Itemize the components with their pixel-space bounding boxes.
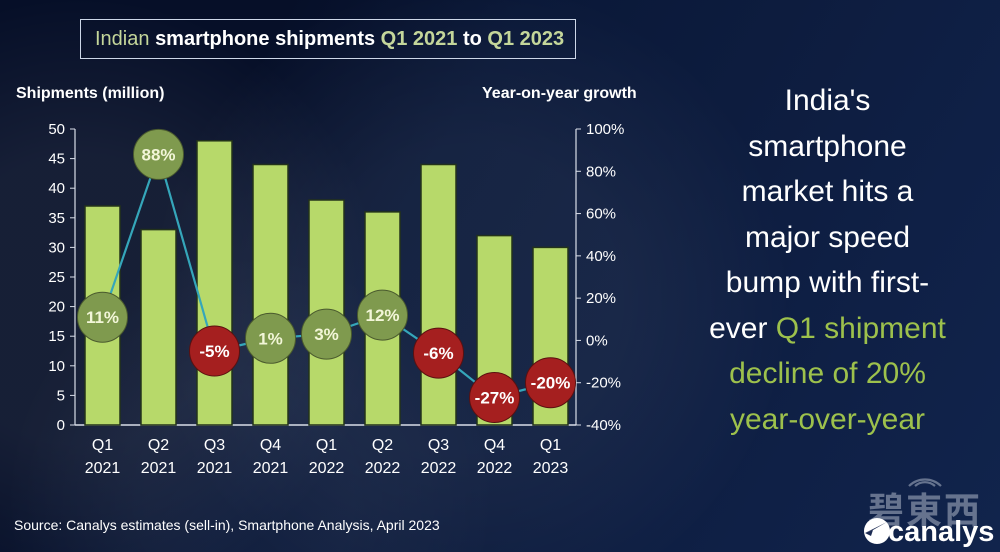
svg-text:20%: 20% (586, 290, 616, 307)
svg-text:-20%: -20% (531, 374, 571, 393)
svg-text:2021: 2021 (253, 460, 289, 477)
svg-text:Q2: Q2 (148, 437, 169, 454)
svg-text:45: 45 (48, 151, 65, 168)
svg-text:-6%: -6% (423, 344, 453, 363)
svg-text:12%: 12% (365, 306, 399, 325)
svg-text:60%: 60% (586, 206, 616, 223)
svg-text:0: 0 (57, 417, 65, 434)
svg-text:50: 50 (48, 121, 65, 138)
svg-text:-20%: -20% (586, 375, 621, 392)
svg-text:2022: 2022 (477, 460, 513, 477)
svg-text:80%: 80% (586, 163, 616, 180)
svg-text:100%: 100% (586, 121, 624, 138)
svg-text:15: 15 (48, 328, 65, 345)
svg-text:Q3: Q3 (428, 437, 449, 454)
svg-text:10: 10 (48, 358, 65, 375)
svg-text:Q3: Q3 (204, 437, 225, 454)
svg-text:-5%: -5% (199, 342, 229, 361)
svg-text:11%: 11% (86, 308, 119, 327)
svg-text:Q4: Q4 (260, 437, 281, 454)
svg-text:20: 20 (48, 299, 65, 316)
svg-text:40: 40 (48, 180, 65, 197)
svg-text:25: 25 (48, 269, 65, 286)
svg-text:2021: 2021 (197, 460, 233, 477)
svg-text:88%: 88% (141, 145, 175, 164)
svg-text:2022: 2022 (309, 460, 345, 477)
svg-text:-40%: -40% (586, 417, 621, 434)
svg-text:2021: 2021 (141, 460, 177, 477)
svg-text:3%: 3% (314, 325, 339, 344)
svg-text:-27%: -27% (475, 389, 515, 408)
svg-text:1%: 1% (258, 329, 283, 348)
svg-text:Q1: Q1 (540, 437, 561, 454)
svg-text:2021: 2021 (85, 460, 121, 477)
svg-text:35: 35 (48, 210, 65, 227)
svg-text:2023: 2023 (533, 460, 569, 477)
svg-text:Q1: Q1 (92, 437, 113, 454)
svg-text:Q1: Q1 (316, 437, 337, 454)
svg-text:0%: 0% (586, 332, 608, 349)
svg-text:30: 30 (48, 239, 65, 256)
svg-text:2022: 2022 (365, 460, 401, 477)
svg-text:2022: 2022 (421, 460, 457, 477)
svg-text:Q2: Q2 (372, 437, 393, 454)
svg-text:5: 5 (57, 387, 65, 404)
svg-text:Q4: Q4 (484, 437, 505, 454)
svg-text:40%: 40% (586, 248, 616, 265)
